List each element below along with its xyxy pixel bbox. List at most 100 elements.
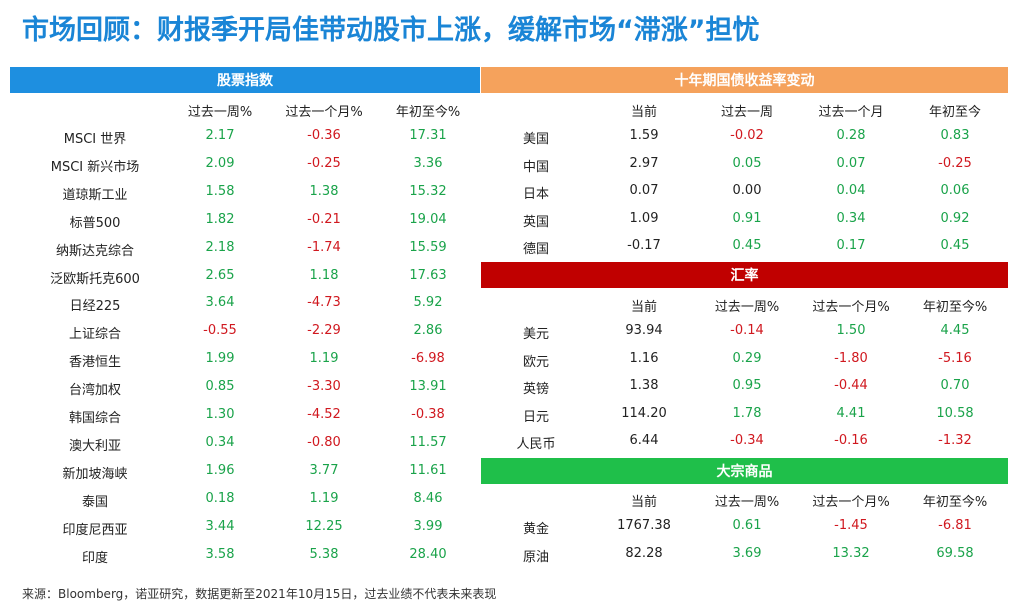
- bonds-value-cell: 0.45: [940, 238, 970, 253]
- stocks-value-cell: 17.31: [409, 128, 447, 143]
- stocks-value-cell: 5.92: [413, 295, 443, 311]
- stocks-value-cell: 8.46: [413, 490, 443, 506]
- fx-value-cell: 1.38: [629, 378, 659, 393]
- stocks-value-cell: -6.98: [411, 351, 445, 367]
- stocks-value-cell: 1.96: [205, 462, 235, 478]
- bonds-value-cell: 1.09: [629, 210, 659, 226]
- stocks-value-cell: -0.25: [307, 155, 341, 171]
- stocks-value-cell: -0.21: [307, 211, 341, 227]
- bonds-row-label: 德国: [522, 242, 549, 257]
- commodities-value-cell: 0.61: [732, 518, 762, 533]
- stocks-row-label: 日经225: [69, 299, 121, 315]
- stocks-row-label: MSCI 新兴市场: [50, 159, 140, 175]
- bonds-value-cell: 0.07: [836, 155, 866, 171]
- stocks-row-label: MSCI 世界: [63, 132, 127, 147]
- fx-value-cell: 0.95: [732, 378, 762, 393]
- fx-value-cell: 0.29: [732, 350, 762, 366]
- stocks-row-label: 澳大利亚: [68, 438, 121, 454]
- bonds-value-cell: 0.83: [940, 128, 970, 143]
- bonds-value-cell: 0.06: [940, 183, 970, 198]
- stocks-value-cell: 2.65: [205, 267, 235, 283]
- fx-value-cell: 1.78: [732, 405, 762, 421]
- commodities-value-cell: 82.28: [625, 546, 663, 561]
- stocks-row-label: 道琼斯工业: [62, 187, 128, 203]
- fx-value-cell: 1.50: [836, 323, 866, 338]
- bonds-section-header: 十年期国债收益率变动: [481, 67, 1008, 93]
- bonds-value-cell: 0.91: [732, 210, 762, 226]
- commodities-value-cell: -1.45: [834, 518, 868, 533]
- stocks-value-cell: -2.29: [307, 323, 341, 339]
- bonds-column-header: 年初至今: [928, 105, 981, 120]
- stocks-row-label: 标普500: [69, 215, 121, 231]
- stocks-value-cell: 3.58: [205, 546, 235, 562]
- commodities-column-header: 当前: [630, 495, 657, 510]
- stocks-value-cell: -3.30: [307, 379, 341, 395]
- stocks-value-cell: -0.80: [307, 434, 341, 450]
- bonds-value-cell: 0.45: [732, 238, 762, 253]
- stocks-row-label: 印度尼西亚: [62, 522, 128, 538]
- stocks-row-label: 香港恒生: [68, 355, 121, 371]
- stocks-value-cell: 1.38: [309, 183, 339, 199]
- fx-row-label: 美元: [522, 327, 549, 342]
- stocks-row-label: 上证综合: [68, 327, 121, 343]
- source-footnote: 来源：Bloomberg，诺亚研究，数据更新至2021年10月15日，过去业绩不…: [22, 587, 497, 601]
- commodities-column-header: 过去一周%: [714, 495, 780, 510]
- commodities-section-header: 大宗商品: [481, 458, 1008, 484]
- bonds-row-label: 日本: [522, 187, 549, 202]
- stocks-value-cell: 2.18: [205, 239, 235, 255]
- stocks-value-cell: 15.32: [409, 183, 447, 199]
- fx-row-label: 欧元: [522, 354, 549, 370]
- bonds-value-cell: 0.28: [836, 128, 866, 143]
- fx-value-cell: -0.44: [834, 378, 868, 393]
- commodities-column-header: 过去一个月%: [812, 495, 890, 510]
- bonds-value-cell: -0.17: [627, 238, 661, 253]
- stocks-value-cell: -4.73: [307, 295, 341, 311]
- stocks-value-cell: 1.58: [205, 183, 235, 199]
- fx-value-cell: 114.20: [621, 405, 667, 421]
- page-title: 市场回顾：财报季开局佳带动股市上涨，缓解市场“滞涨”担忧: [22, 15, 760, 46]
- fx-value-cell: -1.32: [938, 433, 972, 448]
- stocks-value-cell: 1.19: [309, 351, 339, 367]
- fx-value-cell: 10.58: [936, 405, 974, 421]
- fx-section-header: 汇率: [481, 262, 1008, 288]
- bonds-value-cell: 0.05: [732, 155, 762, 171]
- stocks-value-cell: -0.36: [307, 128, 341, 143]
- stocks-value-cell: 3.64: [205, 295, 235, 311]
- stocks-row-label: 印度: [81, 550, 108, 566]
- stocks-value-cell: 17.63: [409, 267, 447, 283]
- stocks-row-label: 泛欧斯托克600: [50, 271, 140, 287]
- stocks-value-cell: -0.55: [203, 323, 237, 339]
- fx-column-header: 过去一周%: [714, 300, 780, 315]
- stocks-value-cell: 5.38: [309, 546, 339, 562]
- stocks-row-label: 泰国: [81, 494, 108, 510]
- bonds-value-cell: -0.02: [730, 128, 764, 143]
- stocks-value-cell: 3.99: [413, 518, 443, 534]
- stocks-value-cell: 0.18: [205, 490, 235, 506]
- stocks-column-header: 年初至今%: [395, 105, 461, 120]
- stocks-value-cell: 1.18: [309, 267, 339, 283]
- stocks-value-cell: 0.85: [205, 379, 235, 395]
- bonds-column-header: 过去一周: [720, 105, 773, 120]
- stocks-value-cell: 2.17: [205, 128, 235, 143]
- fx-value-cell: 1.16: [629, 350, 659, 366]
- stocks-section-header: 股票指数: [10, 67, 480, 93]
- commodities-column-header: 年初至今%: [922, 495, 988, 510]
- stocks-value-cell: 2.86: [413, 323, 443, 339]
- bonds-value-cell: -0.25: [938, 155, 972, 171]
- stocks-column-header: 过去一个月%: [285, 105, 363, 120]
- bonds-value-cell: 1.59: [629, 128, 659, 143]
- stocks-value-cell: 19.04: [409, 211, 447, 227]
- bonds-row-label: 中国: [522, 159, 549, 175]
- stocks-value-cell: 1.82: [205, 211, 235, 227]
- fx-row-label: 日元: [522, 409, 549, 425]
- fx-value-cell: 6.44: [629, 433, 659, 448]
- stocks-value-cell: -0.38: [411, 407, 445, 422]
- stocks-value-cell: 11.61: [409, 462, 447, 478]
- commodities-value-cell: 1767.38: [617, 518, 671, 533]
- fx-value-cell: -0.14: [730, 323, 764, 338]
- commodities-row-label: 黄金: [522, 522, 549, 537]
- stocks-value-cell: 1.19: [309, 490, 339, 506]
- bonds-column-header: 过去一个月: [818, 105, 884, 120]
- bonds-row-label: 英国: [522, 214, 549, 230]
- bonds-column-header: 当前: [630, 105, 657, 120]
